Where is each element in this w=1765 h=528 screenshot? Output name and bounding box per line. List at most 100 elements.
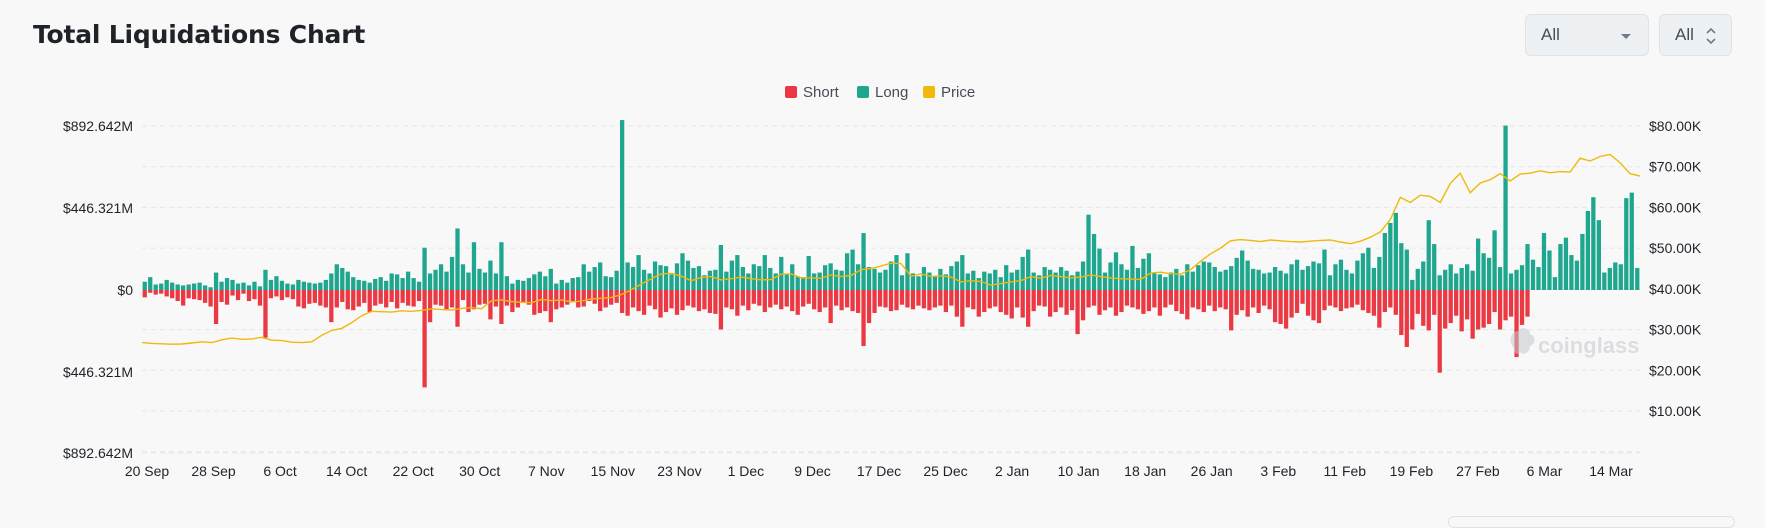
short-bar bbox=[899, 290, 905, 305]
short-bar bbox=[998, 290, 1003, 313]
short-bar bbox=[389, 290, 394, 302]
long-bar bbox=[1091, 233, 1097, 290]
long-bar bbox=[1004, 265, 1009, 290]
long-bar bbox=[1042, 267, 1047, 290]
long-bar bbox=[592, 267, 597, 290]
short-bar bbox=[1190, 290, 1195, 308]
long-bar bbox=[1289, 264, 1294, 290]
long-bar bbox=[987, 273, 992, 290]
long-bar bbox=[1613, 262, 1618, 290]
long-bar bbox=[1064, 270, 1069, 290]
short-bar bbox=[1486, 290, 1492, 324]
short-bar bbox=[1454, 290, 1459, 316]
short-bar bbox=[301, 290, 307, 309]
short-bar bbox=[1371, 290, 1377, 316]
short-bar bbox=[219, 290, 224, 302]
coin-select[interactable]: All bbox=[1525, 14, 1649, 56]
long-bar bbox=[422, 247, 427, 290]
long-bar bbox=[1179, 275, 1184, 290]
long-bar bbox=[1196, 265, 1201, 290]
long-bar bbox=[1558, 244, 1563, 290]
short-bar bbox=[356, 290, 361, 307]
liquidation-bars bbox=[142, 120, 1640, 388]
short-bar bbox=[1261, 290, 1267, 306]
short-bar bbox=[718, 290, 724, 330]
long-bar bbox=[362, 280, 367, 290]
short-bar bbox=[1124, 290, 1130, 306]
short-bar bbox=[663, 290, 669, 313]
short-bar bbox=[987, 290, 992, 309]
short-bar bbox=[1443, 290, 1448, 329]
x-axis-tick: 2 Jan bbox=[995, 463, 1029, 479]
short-bar bbox=[598, 290, 603, 312]
short-bar bbox=[855, 290, 861, 313]
long-bar bbox=[400, 278, 405, 290]
right-axis-tick: $50.00K bbox=[1649, 240, 1702, 256]
long-bar bbox=[1574, 260, 1580, 290]
long-bar bbox=[1514, 269, 1519, 290]
x-axis-tick: 30 Oct bbox=[459, 463, 500, 479]
short-bar bbox=[526, 290, 531, 305]
long-bar bbox=[416, 281, 422, 290]
short-bar bbox=[449, 290, 455, 308]
x-axis-tick: 27 Feb bbox=[1456, 463, 1500, 479]
long-bar bbox=[1492, 230, 1497, 290]
x-axis-tick: 18 Jan bbox=[1124, 463, 1166, 479]
long-bar bbox=[1146, 253, 1152, 290]
long-bar bbox=[1251, 268, 1256, 290]
short-bar bbox=[888, 290, 894, 312]
short-bar bbox=[208, 290, 213, 307]
short-bar bbox=[581, 290, 586, 307]
long-bar bbox=[883, 269, 888, 290]
long-bar bbox=[1026, 249, 1031, 290]
long-bar bbox=[625, 262, 630, 290]
short-bar bbox=[1020, 290, 1025, 318]
long-bar bbox=[290, 284, 296, 290]
short-bar bbox=[724, 290, 729, 308]
short-bar bbox=[1393, 290, 1398, 315]
short-bar bbox=[938, 290, 943, 306]
short-bar bbox=[790, 290, 795, 312]
long-bar bbox=[938, 268, 943, 290]
long-bar bbox=[619, 120, 625, 290]
short-bar bbox=[384, 290, 389, 308]
short-bar bbox=[1382, 290, 1387, 313]
short-bar bbox=[1223, 290, 1228, 310]
short-bar bbox=[1305, 290, 1311, 316]
long-bar bbox=[159, 283, 164, 290]
short-bar bbox=[142, 290, 147, 298]
short-bar bbox=[1064, 290, 1069, 315]
long-bar bbox=[779, 256, 784, 290]
short-bar bbox=[274, 290, 279, 297]
short-bar bbox=[460, 290, 466, 301]
short-bar bbox=[1075, 290, 1080, 335]
short-bar bbox=[630, 290, 636, 308]
short-bar bbox=[191, 290, 197, 300]
long-bar bbox=[1031, 272, 1036, 290]
range-select[interactable]: All bbox=[1659, 14, 1732, 56]
short-bar bbox=[1130, 290, 1135, 308]
long-bar bbox=[1218, 271, 1223, 290]
short-bar bbox=[762, 290, 767, 313]
short-bar bbox=[784, 290, 789, 307]
right-axis-tick: $80.00K bbox=[1649, 118, 1702, 134]
long-bar bbox=[762, 255, 767, 290]
short-bar bbox=[801, 290, 806, 307]
short-bar bbox=[373, 290, 378, 306]
short-bar bbox=[921, 290, 927, 309]
short-bar bbox=[257, 290, 263, 306]
short-bar bbox=[1338, 290, 1344, 312]
long-bar bbox=[916, 276, 921, 290]
long-bar bbox=[1322, 249, 1327, 290]
short-bar bbox=[768, 290, 773, 308]
legend-label-short: Short bbox=[803, 84, 840, 101]
long-bar bbox=[735, 255, 740, 290]
short-bar bbox=[658, 290, 663, 318]
short-bar bbox=[1294, 290, 1300, 313]
short-bar bbox=[883, 290, 888, 308]
long-bar bbox=[312, 283, 317, 290]
short-bar bbox=[976, 290, 981, 317]
long-bar bbox=[438, 264, 444, 290]
short-bar bbox=[1344, 290, 1349, 309]
long-bar bbox=[263, 269, 268, 290]
